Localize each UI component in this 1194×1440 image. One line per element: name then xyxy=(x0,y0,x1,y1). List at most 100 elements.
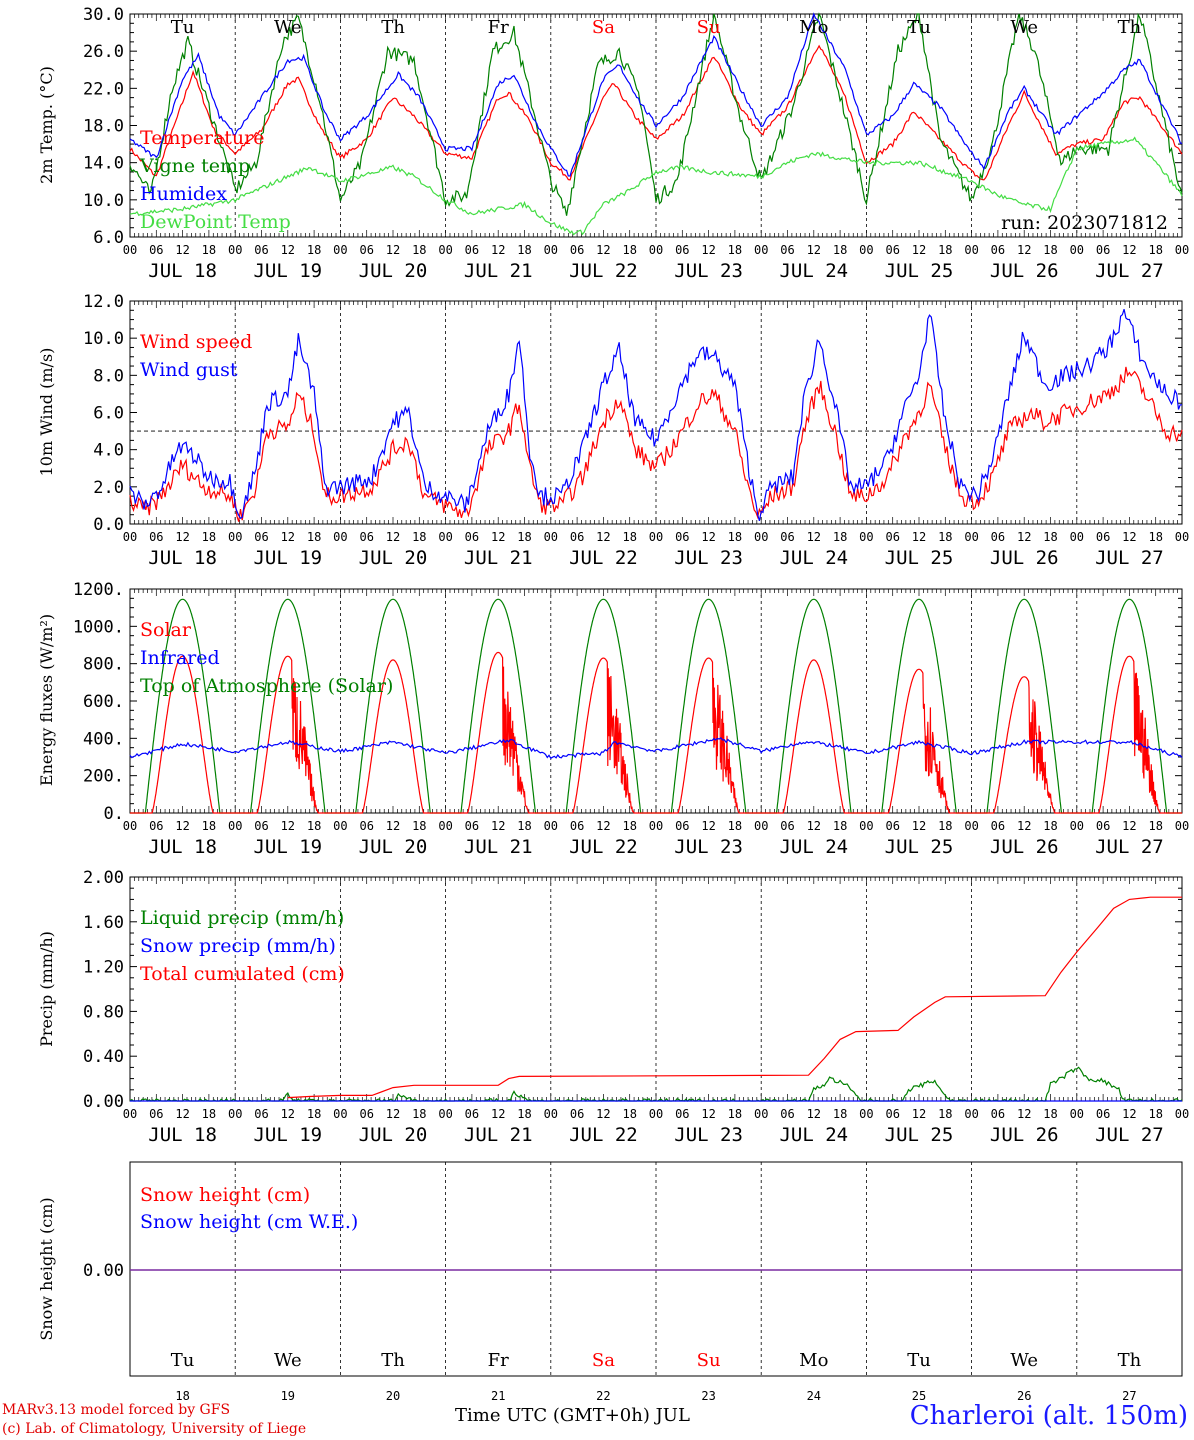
humidex-line xyxy=(129,12,1183,177)
date-label: JUL 19 xyxy=(253,1124,322,1146)
hour-tick-label: 12 xyxy=(1122,243,1136,257)
legend-entry: Vigne temp xyxy=(139,155,250,177)
hour-tick-label: 06 xyxy=(465,530,479,544)
y-tick-label: 4.0 xyxy=(93,441,124,461)
day-name-top: Th xyxy=(381,17,405,38)
hour-tick-label: 18 xyxy=(622,819,636,833)
hour-tick-label: 12 xyxy=(175,530,189,544)
hour-tick-label: 06 xyxy=(254,530,268,544)
y-tick-label: 800. xyxy=(83,655,124,675)
hour-tick-label: 00 xyxy=(123,243,137,257)
hour-tick-label: 18 xyxy=(307,530,321,544)
y-tick-label: 10.0 xyxy=(83,329,124,349)
hour-tick-label: 18 xyxy=(1148,243,1162,257)
hour-tick-label: 12 xyxy=(1017,243,1031,257)
legend-entry: Humidex xyxy=(140,183,227,205)
hour-tick-label: 00 xyxy=(1070,243,1084,257)
run-annotation: run: 2023071812 xyxy=(1001,212,1168,234)
hour-tick-label: 12 xyxy=(1122,819,1136,833)
hour-tick-label: 06 xyxy=(780,1107,794,1121)
hour-tick-label: 18 xyxy=(202,530,216,544)
hour-tick-label: 12 xyxy=(912,819,926,833)
hour-tick-label: 06 xyxy=(780,530,794,544)
y-tick-label: 2.0 xyxy=(93,478,124,498)
y-axis-label: 10m Wind (m/s) xyxy=(37,348,56,477)
hour-tick-label: 12 xyxy=(1017,1107,1031,1121)
hour-tick-label: 12 xyxy=(491,530,505,544)
day-number: 21 xyxy=(491,1389,505,1403)
hour-tick-label: 12 xyxy=(912,1107,926,1121)
hour-tick-label: 00 xyxy=(964,819,978,833)
hour-tick-label: 18 xyxy=(202,819,216,833)
y-axis-label: Precip (mm/h) xyxy=(37,931,56,1047)
hour-tick-label: 18 xyxy=(728,1107,742,1121)
day-number: 19 xyxy=(281,1389,295,1403)
hour-tick-label: 00 xyxy=(333,819,347,833)
legend-entry: Wind gust xyxy=(140,359,238,381)
legend-entry: Total cumulated (cm) xyxy=(140,963,345,985)
hour-tick-label: 00 xyxy=(649,530,663,544)
hour-tick-label: 00 xyxy=(754,819,768,833)
hour-tick-label: 18 xyxy=(728,819,742,833)
hour-tick-label: 06 xyxy=(780,819,794,833)
hour-tick-label: 06 xyxy=(149,243,163,257)
date-label: JUL 22 xyxy=(569,260,638,282)
date-label: JUL 19 xyxy=(253,260,322,282)
date-label: JUL 23 xyxy=(674,547,743,569)
date-label: JUL 19 xyxy=(253,547,322,569)
hour-tick-label: 18 xyxy=(833,1107,847,1121)
hour-tick-label: 12 xyxy=(807,1107,821,1121)
hour-tick-label: 18 xyxy=(622,243,636,257)
hour-tick-label: 18 xyxy=(412,1107,426,1121)
day-number: 25 xyxy=(912,1389,926,1403)
day-name-top: Fr xyxy=(488,17,509,38)
hour-tick-label: 00 xyxy=(123,819,137,833)
hour-tick-label: 00 xyxy=(1175,243,1189,257)
hour-tick-label: 18 xyxy=(1148,530,1162,544)
hour-tick-label: 06 xyxy=(1096,819,1110,833)
hour-tick-label: 06 xyxy=(465,1107,479,1121)
date-label: JUL 25 xyxy=(885,1124,954,1146)
y-tick-label: 18.0 xyxy=(83,117,124,137)
date-label: JUL 27 xyxy=(1095,260,1164,282)
y-tick-label: 0. xyxy=(104,804,124,824)
hour-tick-label: 00 xyxy=(228,530,242,544)
y-tick-label: 1000. xyxy=(73,617,124,637)
legend-entry: Snow height (cm) xyxy=(140,1184,310,1206)
hour-tick-label: 06 xyxy=(991,243,1005,257)
date-label: JUL 22 xyxy=(569,836,638,858)
hour-tick-label: 12 xyxy=(386,1107,400,1121)
day-name-top: Su xyxy=(697,17,721,38)
hour-tick-label: 00 xyxy=(754,243,768,257)
y-tick-label: 2.00 xyxy=(83,868,124,888)
hour-tick-label: 18 xyxy=(517,243,531,257)
hour-tick-label: 00 xyxy=(438,243,452,257)
hour-tick-label: 06 xyxy=(359,1107,373,1121)
date-label: JUL 27 xyxy=(1095,547,1164,569)
date-label: JUL 26 xyxy=(990,1124,1059,1146)
y-tick-label: 14.0 xyxy=(83,154,124,174)
date-label: JUL 23 xyxy=(674,1124,743,1146)
credit-model: MARv3.13 model forced by GFS xyxy=(2,1402,231,1418)
hour-tick-label: 12 xyxy=(1122,1107,1136,1121)
day-name-bottom: Th xyxy=(381,1350,405,1371)
day-name-top: Th xyxy=(1118,17,1142,38)
hour-tick-label: 12 xyxy=(281,1107,295,1121)
hour-tick-label: 12 xyxy=(386,530,400,544)
solar-line xyxy=(130,651,1182,814)
y-tick-label: 10.0 xyxy=(83,191,124,211)
legend-entry: Top of Atmosphere (Solar) xyxy=(140,675,393,697)
y-tick-label: 6.0 xyxy=(93,404,124,424)
hour-tick-label: 06 xyxy=(254,1107,268,1121)
hour-tick-label: 18 xyxy=(202,1107,216,1121)
date-label: JUL 19 xyxy=(253,836,322,858)
hour-tick-label: 00 xyxy=(544,243,558,257)
hour-tick-label: 00 xyxy=(649,1107,663,1121)
hour-tick-label: 18 xyxy=(728,530,742,544)
day-name-top: We xyxy=(274,17,302,38)
hour-tick-label: 00 xyxy=(1175,530,1189,544)
hour-tick-label: 06 xyxy=(149,1107,163,1121)
hour-tick-label: 12 xyxy=(807,530,821,544)
day-name-bottom: Tu xyxy=(907,1350,931,1371)
hour-tick-label: 12 xyxy=(281,819,295,833)
